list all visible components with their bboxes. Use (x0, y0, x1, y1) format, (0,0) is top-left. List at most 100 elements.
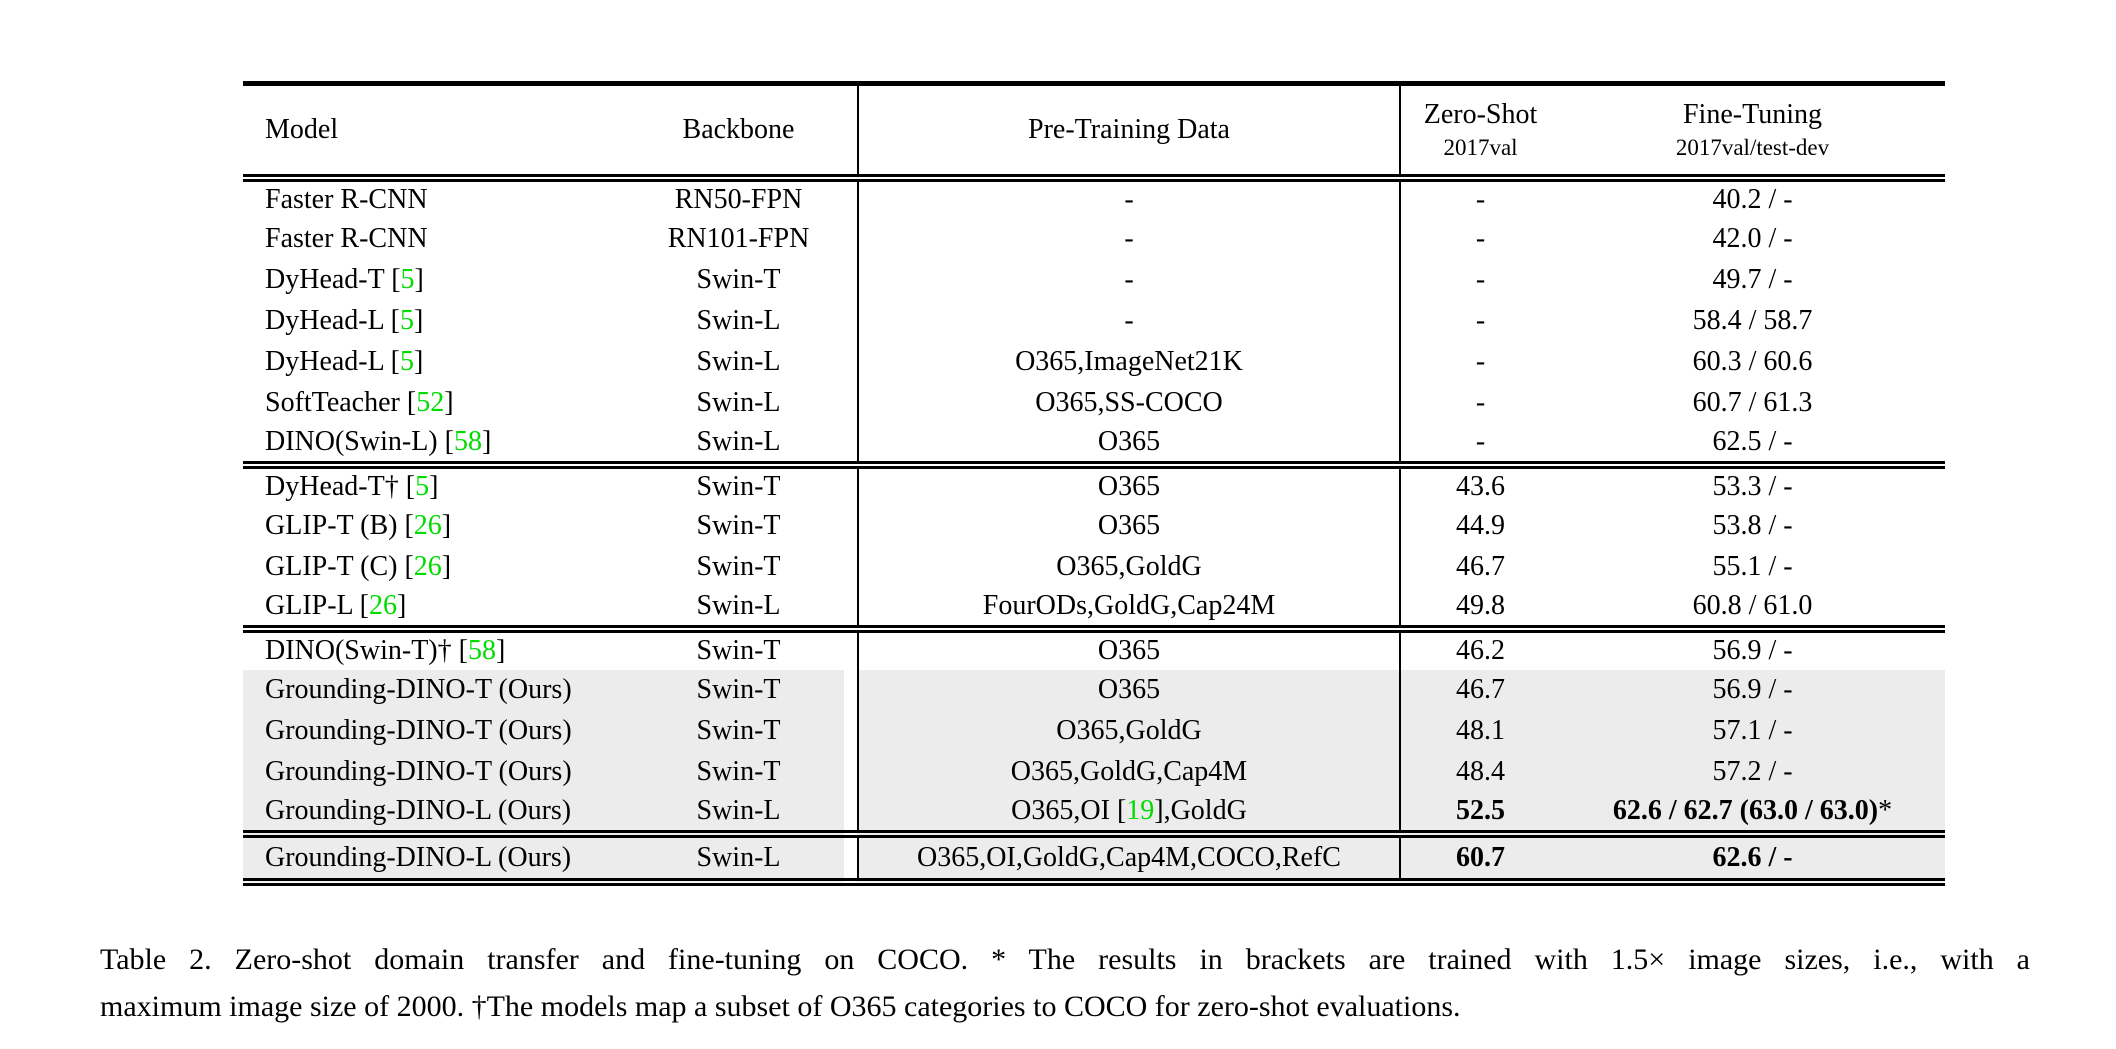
finetune-cell: 60.3 / 60.6 (1692, 346, 1813, 377)
finetune-cell: 62.5 / - (1712, 426, 1793, 457)
table-row: DINO(Swin-L) [58] Swin-L O365- 62.5 / - (243, 423, 1945, 465)
column-header-fine-tuning: Fine-Tuning 2017val/test-dev (1560, 83, 1945, 182)
model-cell: DyHead-T† [5] (243, 460, 620, 506)
finetune-cell: 55.1 / - (1712, 551, 1793, 582)
citation-ref: 5 (400, 305, 415, 336)
finetune-cell: 56.9 / - (1560, 624, 1945, 670)
table-row: DyHead-L [5] Swin-L O365,ImageNet21K - 60.3 … (243, 341, 1945, 383)
table-row: Grounding-DINO-T (Ours) Swin-T O365,GoldG 4… (243, 710, 1945, 752)
column-header-label: Fine-Tuning (1682, 98, 1822, 130)
table-row: Faster R-CNN RN50-FPN - - 40.2 / - (243, 177, 1945, 219)
caption-line-2: maximum image size of 2000. †The models … (100, 990, 1461, 1023)
citation-ref: 26 (413, 510, 442, 541)
pretrain-cell: FourODs,GoldG,Cap24M (857, 587, 1400, 629)
model-cell: Grounding-DINO-T (Ours) (243, 710, 620, 752)
zeroshot-cell: 44.9 (1399, 505, 1560, 547)
finetune-cell: 56.9 / - (1560, 669, 1945, 711)
column-header-backbone: Backbone (620, 83, 858, 182)
citation-ref: 5 (415, 471, 430, 502)
model-cell: Faster R-CNN (265, 223, 428, 254)
finetune-cell: 49.7 / - (1712, 264, 1793, 295)
pretrain-cell: O365 (857, 460, 1400, 506)
pretrain-cell: - (857, 218, 1400, 260)
pretrain-cell: - (857, 300, 1400, 342)
table-row: DyHead-T [5] Swin-T - - 49.7 / - (243, 259, 1945, 301)
table-row: Grounding-DINO-L (Ours) Swin-L O365,OI [19… (243, 792, 1945, 834)
zeroshot-cell: 60.7 (1399, 829, 1560, 882)
column-header-label: Zero-Shot (1423, 98, 1538, 130)
zeroshot-cell: 52.5 (1399, 792, 1560, 834)
model-cell: GLIP-T (C) [26] (265, 551, 452, 582)
backbone-cell: Swin-T (620, 460, 858, 506)
citation-ref: 52 (416, 387, 445, 418)
table-row: DINO(Swin-T)† [58] Swin-T O365 46.2 56.9 / - (243, 624, 1945, 670)
backbone-cell: Swin-L (696, 426, 781, 457)
backbone-cell: RN50-FPN (674, 184, 803, 215)
pretrain-cell: O365,GoldG (857, 710, 1400, 752)
zeroshot-cell: 46.7 (1399, 546, 1560, 588)
pretrain-cell: O365,GoldG (857, 546, 1400, 588)
zeroshot-cell: - (1399, 259, 1560, 301)
finetune-cell: 53.8 / - (1712, 510, 1793, 541)
citation-ref: 5 (400, 264, 415, 295)
backbone-cell: Swin-L (620, 829, 858, 882)
column-header-label: Backbone (682, 113, 795, 145)
column-header-label: Model (265, 113, 339, 145)
finetune-cell: 60.8 / 61.0 (1692, 590, 1813, 621)
backbone-cell: Swin-T (620, 710, 858, 752)
zeroshot-cell: 46.7 (1399, 669, 1560, 711)
citation-ref: 58 (453, 426, 482, 457)
pretrain-cell: O365 (857, 423, 1400, 465)
model-cell: Faster R-CNN (265, 184, 428, 215)
table-row: Grounding-DINO-L (Ours) Swin-L O365,OI,Gol… (243, 829, 1945, 882)
model-cell: GLIP-T (B) [26] (265, 510, 452, 541)
pretrain-cell: O365,OI [19],GoldG (857, 792, 1400, 834)
finetune-cell: 57.2 / - (1560, 751, 1945, 793)
model-cell: Grounding-DINO-L (Ours) (243, 829, 620, 882)
column-header-zero-shot: Zero-Shot 2017val (1399, 83, 1560, 182)
backbone-cell: Swin-L (696, 590, 781, 621)
finetune-cell: 62.6 / 62.7 (63.0 / 63.0)* (1560, 792, 1945, 834)
model-cell: GLIP-L [26] (265, 590, 407, 621)
model-cell: Grounding-DINO-T (Ours) (243, 669, 620, 711)
table-row: GLIP-T (B) [26] Swin-T O365 44.9 53.8 / - (243, 505, 1945, 547)
backbone-cell: Swin-T (620, 669, 858, 711)
caption-line-1: Table 2. Zero-shot domain transfer and f… (100, 943, 2030, 976)
table-caption: Table 2. Zero-shot domain transfer and f… (100, 936, 2030, 1030)
model-cell: DyHead-T [5] (265, 264, 424, 295)
header-row: Model Backbone Pre-Training Data Zero-Sh… (243, 83, 1945, 182)
backbone-cell: Swin-T (696, 510, 781, 541)
asterisk-note: * (1878, 795, 1893, 826)
column-header-model: Model (243, 83, 620, 182)
pretrain-cell: - (857, 259, 1400, 301)
pretrain-cell: - (857, 177, 1400, 219)
column-header-sublabel: 2017val/test-dev (1675, 134, 1830, 160)
pretrain-cell: O365,SS-COCO (857, 382, 1400, 424)
table-row: GLIP-T (C) [26] Swin-T O365,GoldG 46.7 55.1 … (243, 546, 1945, 588)
table-row: GLIP-L [26] Swin-L FourODs,GoldG,Cap24M 49.… (243, 587, 1945, 629)
column-header-label: Pre-Training Data (1028, 113, 1230, 145)
finetune-cell: 57.1 / - (1560, 710, 1945, 752)
zeroshot-cell: 49.8 (1399, 587, 1560, 629)
model-cell: SoftTeacher [52] (265, 387, 454, 418)
zeroshot-cell: - (1399, 341, 1560, 383)
zeroshot-cell: - (1399, 423, 1560, 465)
backbone-cell: Swin-L (620, 792, 858, 834)
results-table: Model Backbone Pre-Training Data Zero-Sh… (243, 81, 1945, 886)
backbone-cell: Swin-T (696, 551, 781, 582)
table-row: DyHead-L [5] Swin-L - - 58.4 / 58.7 (243, 300, 1945, 342)
zeroshot-cell: 48.1 (1399, 710, 1560, 752)
backbone-cell: Swin-L (696, 305, 781, 336)
pretrain-cell: O365,OI,GoldG,Cap4M,COCO,RefC (857, 829, 1400, 882)
zeroshot-cell: - (1399, 218, 1560, 260)
pretrain-cell: O365,GoldG,Cap4M (857, 751, 1400, 793)
pretrain-cell: O365 (857, 669, 1400, 711)
zeroshot-cell: 48.4 (1399, 751, 1560, 793)
model-cell: DINO(Swin-T)† [58] (243, 624, 620, 670)
table-row: Grounding-DINO-T (Ours) Swin-T O365 46.7 56.… (243, 669, 1945, 711)
table-row: Grounding-DINO-T (Ours) Swin-T O365,GoldG,… (243, 751, 1945, 793)
backbone-cell: RN101-FPN (667, 223, 810, 254)
finetune-cell: 62.6 / - (1560, 829, 1945, 882)
finetune-cell: 40.2 / - (1712, 184, 1793, 215)
